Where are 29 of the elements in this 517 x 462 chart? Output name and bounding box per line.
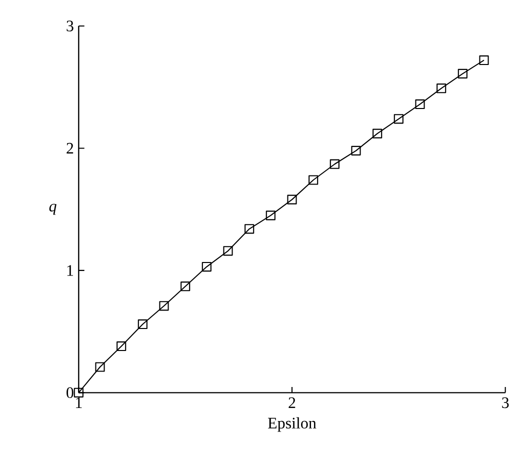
point bbox=[479, 55, 489, 66]
point bbox=[244, 224, 254, 234]
x-tick-label: 3 bbox=[502, 397, 509, 408]
point bbox=[330, 159, 340, 169]
point bbox=[287, 194, 297, 204]
point bbox=[436, 84, 446, 94]
point bbox=[266, 210, 276, 220]
point bbox=[202, 262, 212, 272]
point bbox=[415, 99, 425, 110]
point bbox=[372, 128, 382, 138]
point bbox=[159, 301, 169, 311]
y-tick-label: 0 bbox=[66, 387, 74, 398]
point bbox=[308, 175, 318, 185]
x-axis-title: Epsilon bbox=[268, 417, 316, 432]
point bbox=[74, 388, 84, 398]
point bbox=[458, 68, 468, 78]
y-tick-label: 2 bbox=[66, 142, 74, 154]
point bbox=[351, 146, 361, 156]
point bbox=[394, 114, 404, 124]
x-tick-label: 2 bbox=[288, 397, 296, 408]
point bbox=[95, 362, 105, 372]
y-tick-label: 1 bbox=[67, 265, 74, 276]
y-tick-label: 3 bbox=[66, 20, 74, 32]
y-axis-title: q bbox=[49, 204, 56, 215]
x-tick-label: 1 bbox=[76, 397, 82, 408]
point bbox=[138, 319, 148, 330]
point bbox=[116, 341, 126, 352]
point bbox=[180, 282, 190, 292]
point bbox=[223, 246, 233, 256]
